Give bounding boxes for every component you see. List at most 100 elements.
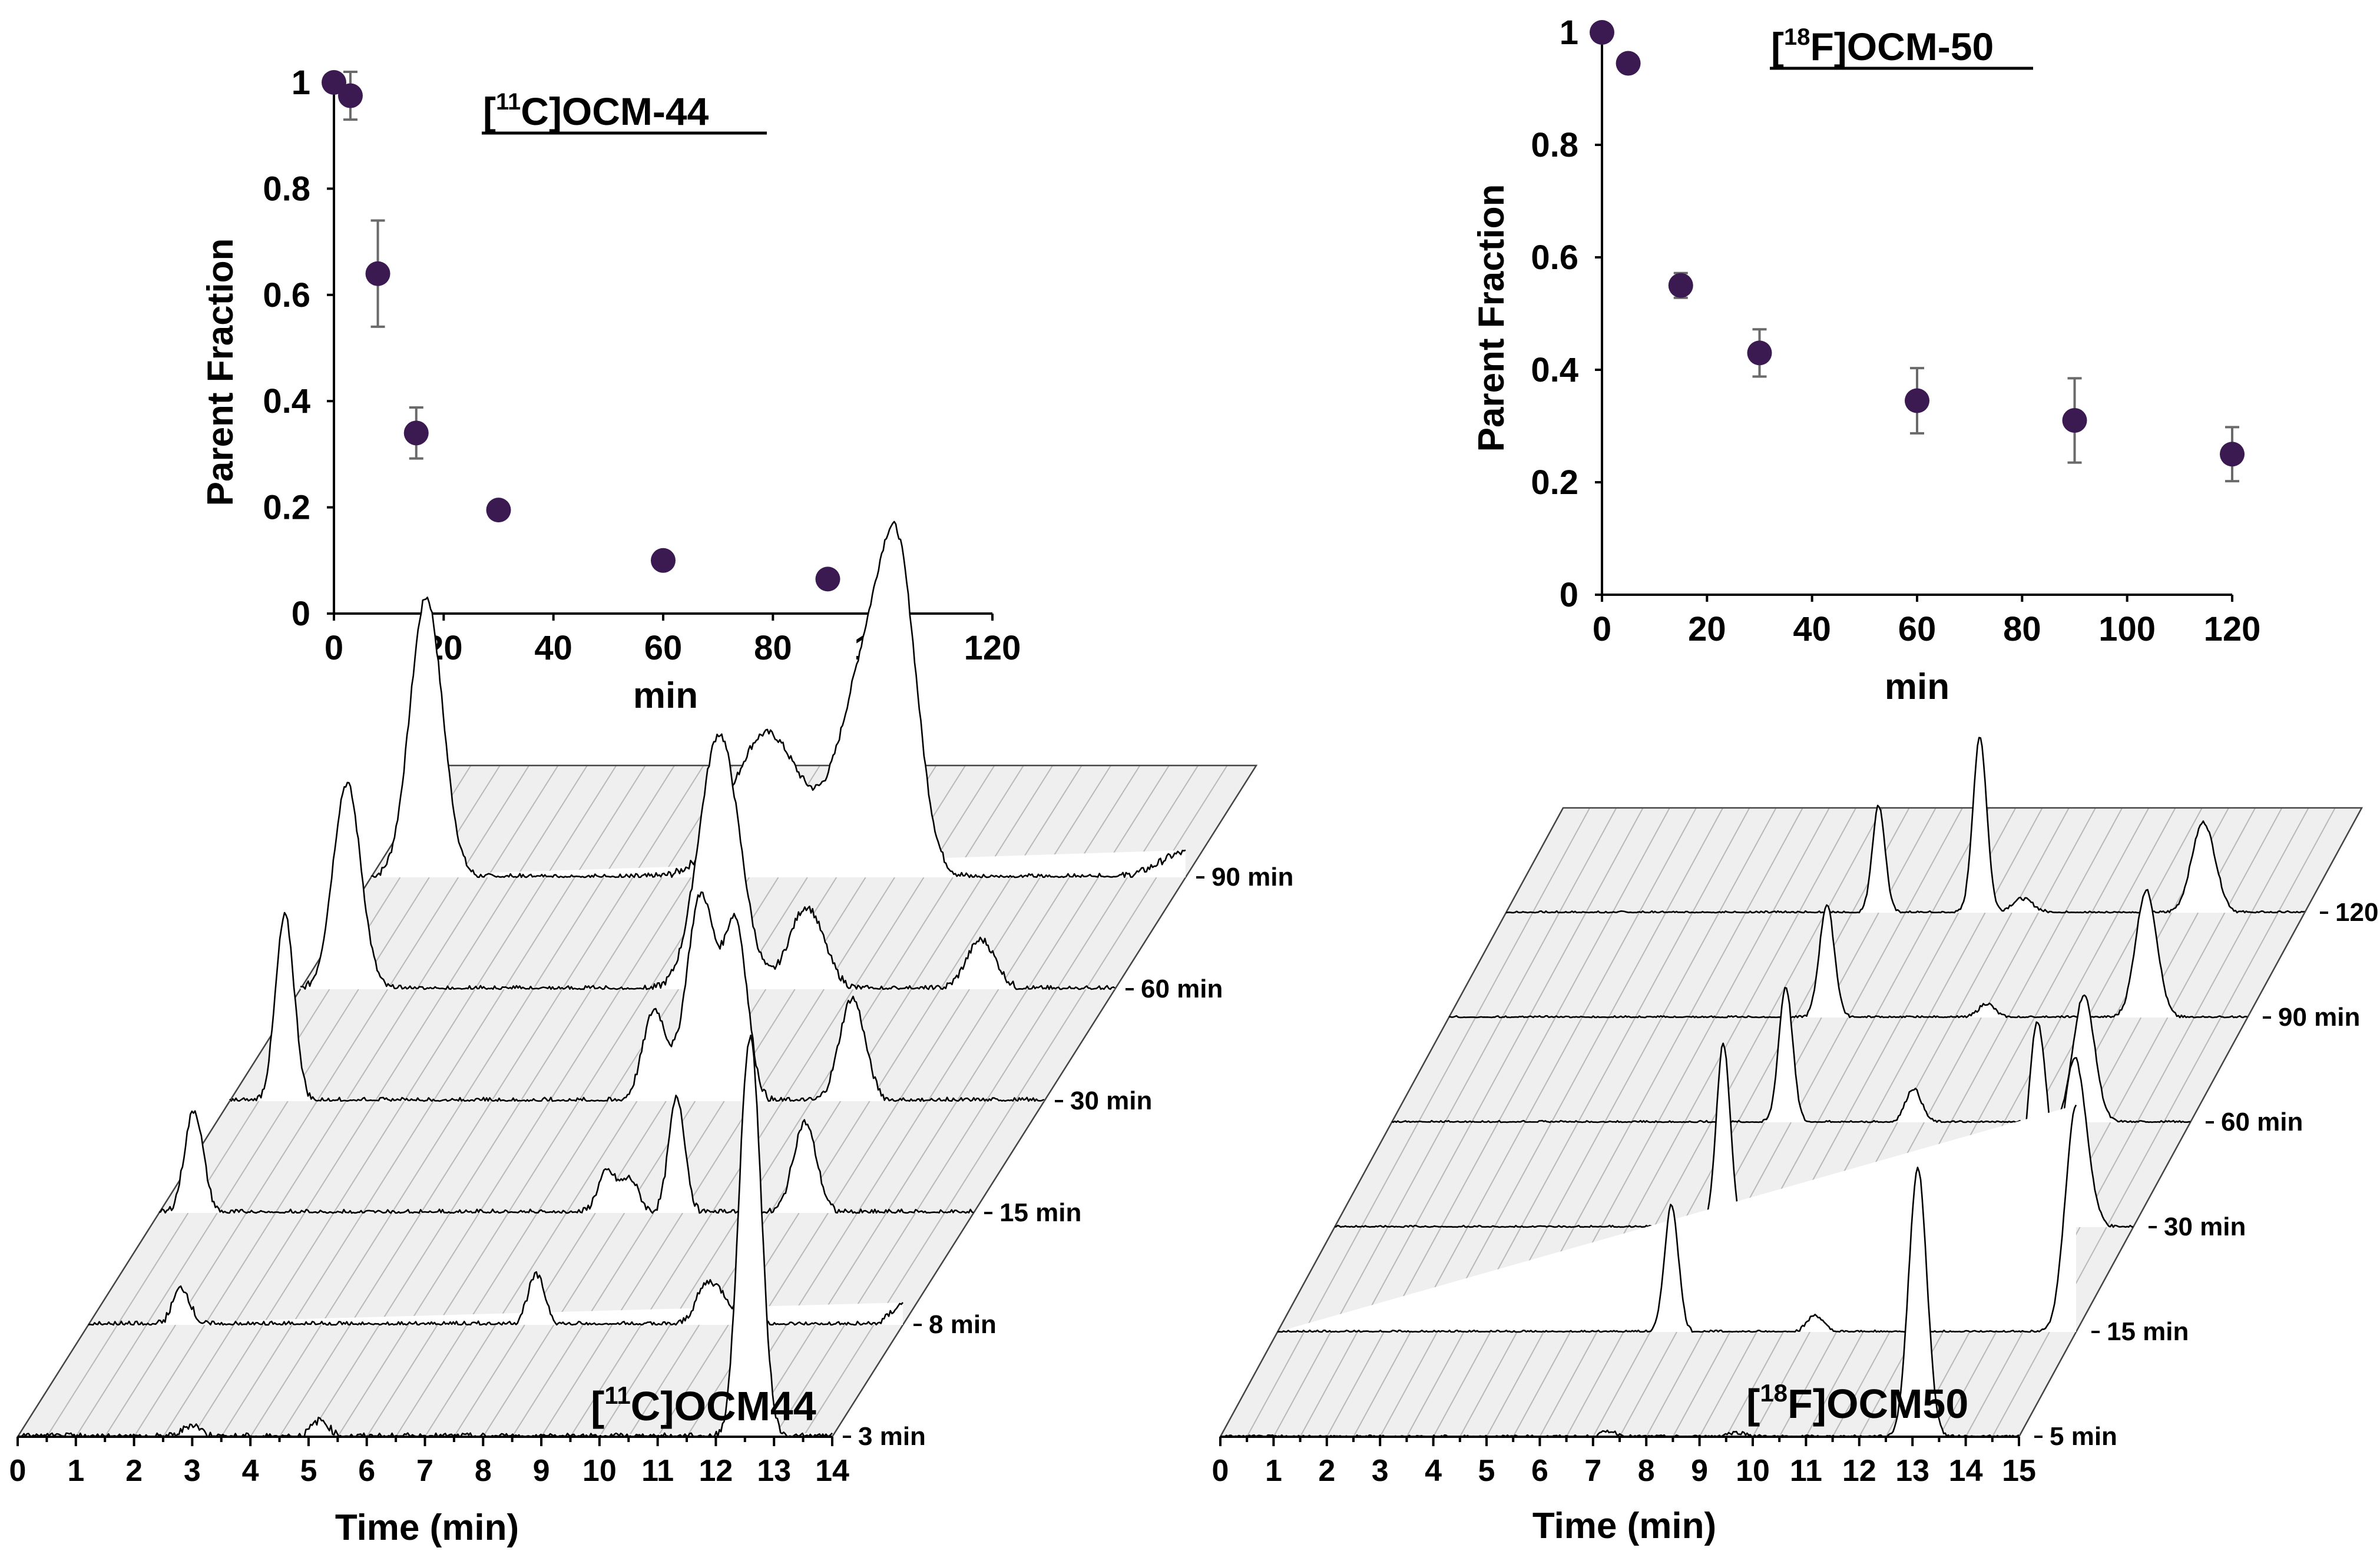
x-tick-label: 14 [815, 1454, 849, 1488]
depth-gridline [537, 1101, 608, 1214]
data-point [815, 566, 840, 592]
depth-gridline [520, 989, 592, 1102]
depth-gridline [1471, 1017, 1530, 1123]
x-tick-label: 0 [325, 629, 343, 667]
depth-gridline [2167, 912, 2226, 1018]
x-tick-label: 12 [699, 1454, 733, 1488]
depth-gridline [1353, 1331, 1411, 1437]
depth-gridline [2117, 807, 2176, 913]
depth-gridline [204, 1212, 276, 1325]
depth-gridline [1611, 807, 1670, 913]
depth-gridline [1938, 1331, 1997, 1437]
depth-gridline [2144, 807, 2203, 913]
depth-gridline [565, 1101, 638, 1214]
depth-gridline [1657, 1017, 1716, 1123]
depth-gridline [379, 1212, 451, 1325]
x-tick-label: 100 [2098, 610, 2156, 648]
x-tick-label: 0 [1593, 610, 1611, 648]
x-tick-label: 0 [1212, 1454, 1229, 1488]
depth-gridline [486, 765, 559, 878]
y-tick-label: 0.6 [1531, 238, 1578, 277]
depth-gridline [2163, 1017, 2222, 1123]
title-rest: C]OCM-44 [521, 90, 709, 133]
depth-gridline [1573, 1122, 1632, 1228]
depth-gridline [1627, 1122, 1686, 1228]
depth-gridline [2091, 807, 2150, 913]
depth-gridline [1832, 1331, 1891, 1437]
depth-gridline [869, 989, 941, 1102]
depth-gridline [1299, 1331, 1358, 1437]
time-point-labels: 120 min 90 min 60 min 30 min 15 min 5 min [2034, 898, 2380, 1451]
x-tick-label: 11 [1790, 1454, 1822, 1488]
x-ticks: 0 20 40 60 80 100 120 [1593, 595, 2260, 648]
depth-gridline [582, 1212, 654, 1325]
depth-gridline [1661, 912, 1720, 1018]
time-point-label: 120 min [2335, 898, 2380, 927]
title-rest: F]OCM-50 [1810, 25, 1994, 68]
depth-gridline [2060, 912, 2119, 1018]
depth-gridline [2220, 912, 2279, 1018]
depth-gridline [1745, 807, 1803, 913]
depth-gridline [1246, 1331, 1305, 1437]
depth-gridline [553, 1212, 625, 1325]
y-ticks: 0 0.2 0.4 0.6 0.8 1 [1531, 14, 1602, 614]
data-point [1668, 273, 1693, 298]
depth-gridline [1014, 989, 1087, 1102]
y-tick-label: 0 [292, 595, 310, 633]
depth-gridline [1406, 1331, 1465, 1437]
depth-gridline [1619, 1331, 1677, 1437]
data-point [2062, 407, 2087, 433]
x-tick-label: 8 [1638, 1454, 1655, 1488]
depth-gridline [495, 1212, 567, 1325]
depth-gridline [2087, 912, 2146, 1018]
depth-gridline [1361, 1122, 1419, 1228]
data-point [365, 261, 390, 286]
depth-gridline [1551, 1017, 1610, 1123]
depth-gridline [611, 1212, 683, 1325]
x-tick-label: 11 [641, 1454, 674, 1488]
time-point-label: 15 min [999, 1198, 1081, 1227]
y-ticks: 0 0.2 0.4 0.6 0.8 1 [263, 64, 334, 633]
data-point [403, 420, 429, 446]
label-isotope: 18 [1760, 1379, 1788, 1407]
depth-gridline [454, 1324, 525, 1437]
depth-gridline [1585, 807, 1644, 913]
depth-gridline [1817, 1017, 1876, 1123]
depth-gridline [1444, 1017, 1503, 1123]
depth-gridline [420, 1101, 492, 1214]
depth-gridline [345, 989, 418, 1102]
label-rest: C]OCM44 [631, 1383, 816, 1429]
depth-gridline [603, 765, 675, 878]
depth-gridline [574, 765, 646, 878]
depth-gridline [773, 1324, 846, 1437]
depth-gridline [474, 877, 547, 990]
depth-gridline [1554, 912, 1613, 1018]
x-tick-label: 13 [757, 1454, 791, 1488]
depth-gridline [46, 1324, 118, 1437]
depth-gridline [1600, 1122, 1659, 1228]
chromatogram-trace [1277, 1105, 2077, 1333]
depth-gridline [882, 877, 954, 990]
x-ticks: 0 1 2 3 4 5 6 7 8 9 10 11 12 13 14 [9, 1437, 849, 1488]
depth-gridline [1752, 1331, 1810, 1437]
label-rest: F]OCM50 [1788, 1381, 1968, 1427]
depth-gridline [541, 1324, 613, 1437]
depth-gridline [1497, 1017, 1556, 1123]
depth-gridline [1825, 807, 1884, 913]
depth-gridline [1699, 1331, 1757, 1437]
data-point [651, 548, 676, 573]
data-point [486, 498, 511, 523]
chromatogram-trace [1448, 889, 2248, 1019]
depth-gridline [233, 1212, 305, 1325]
depth-gridline [1741, 912, 1800, 1018]
depth-gridline [2038, 807, 2096, 913]
depth-gridline [104, 1324, 177, 1437]
depth-gridline [911, 877, 983, 990]
x-tick-label: 8 [475, 1454, 492, 1488]
time-point-label: 60 min [1141, 975, 1223, 1003]
depth-gridline [1767, 912, 1826, 1018]
time-point-labels: 90 min 60 min 30 min 15 min 8 min 3 min [843, 863, 1293, 1451]
trace-fill [88, 1272, 903, 1325]
chart-title: [18F]OCM-50 [1771, 24, 1994, 68]
